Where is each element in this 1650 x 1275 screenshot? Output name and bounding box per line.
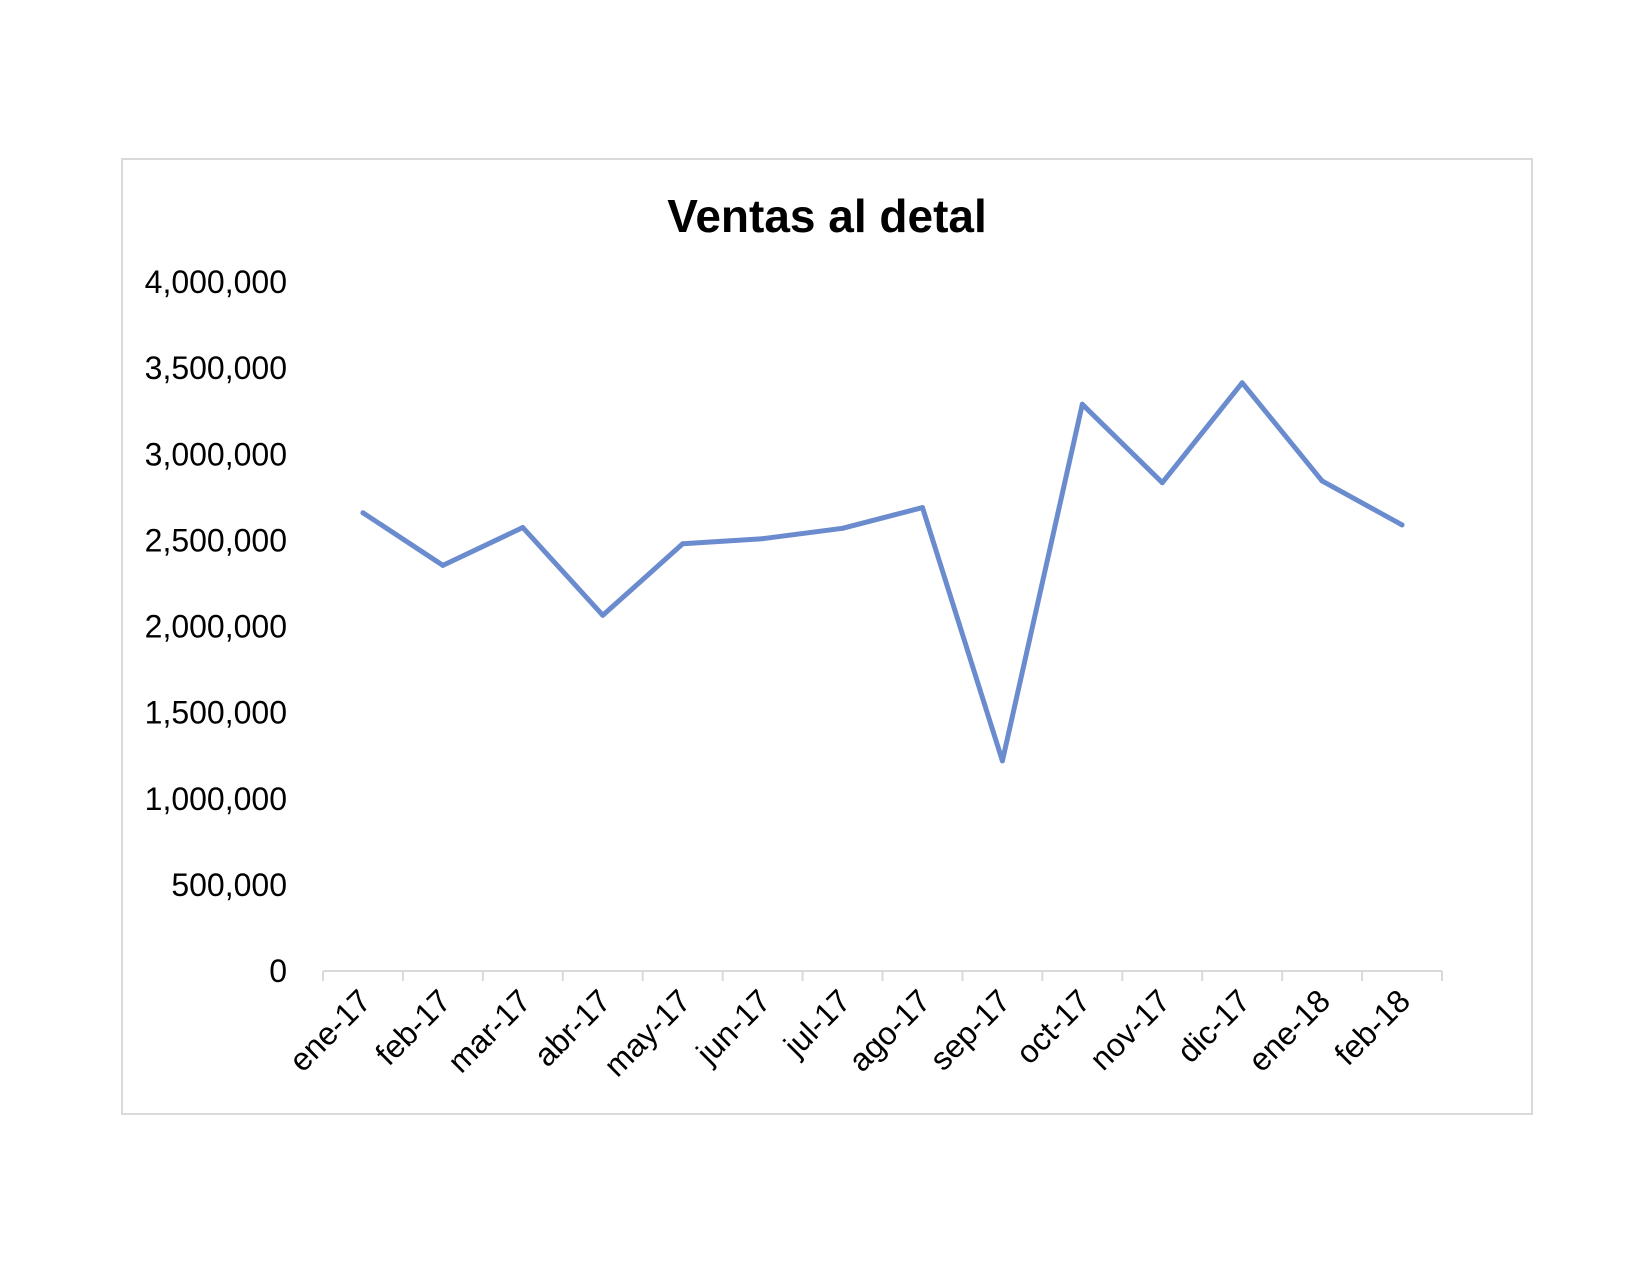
series-group [360, 380, 1405, 764]
line-chart: Ventas al detal 0 500,000 1,000,000 1,500,0… [145, 190, 1443, 1083]
x-tick-label: sep-17 [923, 982, 1018, 1077]
y-tick-label: 1,000,000 [145, 781, 287, 817]
data-point [1239, 380, 1245, 386]
series-line [360, 380, 1405, 764]
data-point [1079, 401, 1085, 407]
x-tick-label: ene-18 [1241, 982, 1337, 1078]
y-tick-label: 2,000,000 [145, 609, 287, 645]
y-tick-label: 1,500,000 [145, 695, 287, 731]
x-tick-label: nov-17 [1083, 982, 1178, 1077]
data-point [1399, 522, 1405, 528]
x-tick-label: ene-17 [282, 982, 378, 1078]
x-tick-label: ago-17 [842, 982, 938, 1078]
y-tick-label: 2,500,000 [145, 522, 287, 558]
x-tick-label: feb-18 [1327, 982, 1417, 1072]
y-tick-label: 3,000,000 [145, 436, 287, 472]
chart-title: Ventas al detal [667, 190, 987, 242]
data-point [999, 758, 1005, 764]
y-tick-label: 500,000 [171, 867, 287, 903]
y-tick-label: 0 [269, 953, 287, 989]
data-point [1319, 478, 1325, 484]
y-tick-label: 3,500,000 [145, 350, 287, 386]
data-point [760, 536, 766, 542]
x-axis [322, 970, 1443, 981]
data-point [919, 505, 925, 511]
x-tick-label: jun-17 [688, 982, 777, 1071]
chart-frame: Ventas al detal 0 500,000 1,000,000 1,500,0… [121, 158, 1533, 1115]
x-tick-label: mar-17 [441, 982, 538, 1079]
x-tick-label: may-17 [597, 982, 698, 1083]
y-axis-labels: 0 500,000 1,000,000 1,500,000 2,000,000 2,500… [145, 264, 287, 989]
data-point [600, 612, 606, 618]
data-point [680, 541, 686, 547]
data-point [520, 524, 526, 530]
data-point [440, 562, 446, 568]
data-point [1159, 480, 1165, 486]
data-point [360, 510, 366, 516]
data-point [840, 525, 846, 531]
y-tick-label: 4,000,000 [145, 264, 287, 300]
x-tick-label: oct-17 [1009, 982, 1097, 1070]
